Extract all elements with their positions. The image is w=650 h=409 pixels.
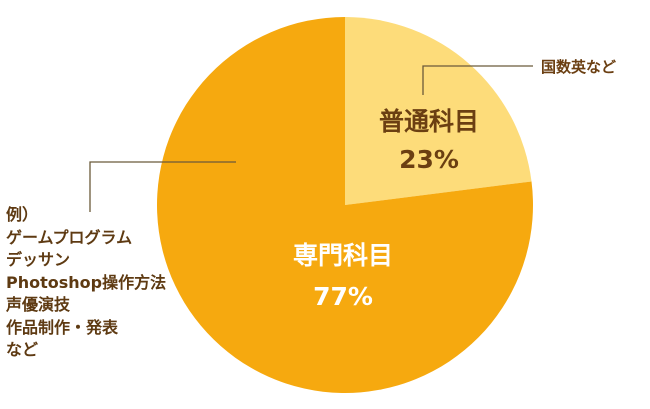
slice-labels: 普通科目 23% 専門科目 77% — [293, 107, 479, 311]
note-line: など — [6, 340, 39, 359]
note-line: 声優演技 — [6, 295, 71, 314]
slice-value-specialized: 77% — [313, 282, 373, 311]
pie-slice-specialized — [157, 17, 534, 393]
slice-label-specialized: 専門科目 — [293, 241, 393, 270]
annotation-general: 国数英など — [541, 58, 616, 76]
specialized-examples-note: 例） ゲームプログラム デッサン Photoshop操作方法 声優演技 作品制作… — [6, 204, 256, 362]
pie-slices — [157, 17, 534, 393]
note-line: 作品制作・発表 — [6, 317, 119, 337]
slice-label-general: 普通科目 — [379, 107, 479, 136]
pie-slice-general — [345, 17, 532, 205]
note-line: デッサン — [6, 250, 71, 269]
slice-value-general: 23% — [399, 145, 459, 174]
callout-line-specialized — [89, 161, 236, 212]
note-line: Photoshop操作方法 — [6, 272, 167, 292]
note-line: 例） — [6, 205, 39, 224]
callout-line-general — [422, 65, 533, 95]
note-line: ゲームプログラム — [6, 227, 133, 247]
